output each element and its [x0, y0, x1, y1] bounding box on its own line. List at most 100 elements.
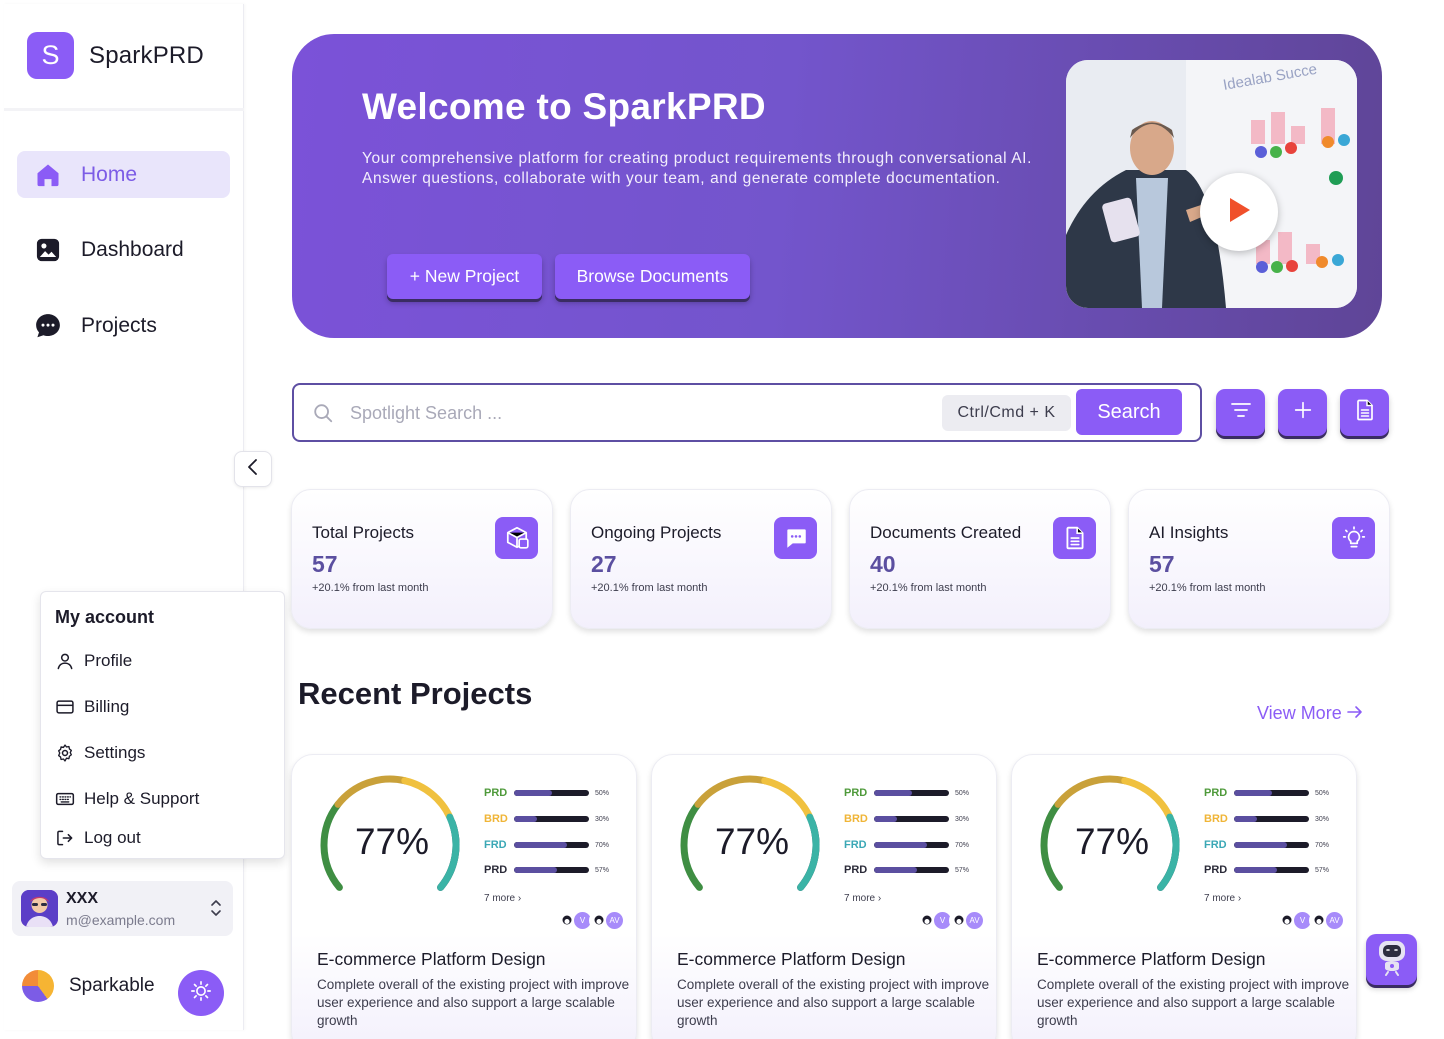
stat-card-ai-insights[interactable]: AI Insights 57 +20.1% from last month: [1128, 489, 1390, 629]
menu-item-help[interactable]: Help & Support: [54, 788, 199, 810]
progress-fill: [874, 842, 927, 848]
menu-item-billing[interactable]: Billing: [54, 696, 129, 718]
doc-type-label: PRD: [844, 864, 874, 876]
project-title: E-commerce Platform Design: [1037, 949, 1266, 970]
progress-track: [1234, 867, 1309, 873]
doc-type-label: BRD: [1204, 813, 1234, 825]
doc-percent: 57%: [1315, 867, 1329, 874]
play-button[interactable]: [1200, 173, 1278, 251]
project-card[interactable]: 77%PRD50%BRD30%FRD70%PRD57%7 more ›VAVE-…: [291, 754, 637, 1039]
sidebar-item-home[interactable]: Home: [17, 151, 230, 198]
progress-track: [1234, 842, 1309, 848]
spotlight-search: Ctrl/Cmd + K Search: [292, 383, 1202, 442]
doc-progress-row: PRD50%: [844, 787, 969, 799]
progress-percent: 77%: [312, 821, 472, 863]
more-docs-label: 7 more: [844, 893, 875, 904]
keyboard-shortcut-hint: Ctrl/Cmd + K: [942, 395, 1071, 431]
account-menu-title: My account: [55, 607, 154, 628]
doc-type-label: PRD: [844, 787, 874, 799]
user-email: m@example.com: [66, 912, 175, 928]
documents-button[interactable]: [1340, 389, 1389, 436]
search-input[interactable]: [350, 397, 910, 429]
doc-percent: 30%: [1315, 816, 1329, 823]
stat-title: AI Insights: [1149, 523, 1228, 543]
ai-assistant-button[interactable]: [1366, 934, 1417, 985]
progress-fill: [1234, 816, 1257, 822]
view-more-link[interactable]: View More: [1257, 703, 1363, 724]
doc-type-label: PRD: [1204, 787, 1234, 799]
credit-card-icon: [54, 696, 76, 718]
progress-fill: [1234, 842, 1287, 848]
sidebar: S SparkPRD Home Dashboard Projects: [4, 4, 244, 1030]
sidebar-item-dashboard[interactable]: Dashboard: [17, 226, 230, 273]
avatar: AV: [1325, 911, 1344, 930]
doc-progress-row: PRD50%: [484, 787, 609, 799]
gear-icon: [54, 742, 76, 764]
user-icon: [54, 650, 76, 672]
doc-progress-row: FRD70%: [484, 839, 609, 851]
menu-item-label: Settings: [84, 743, 145, 763]
progress-fill: [874, 816, 897, 822]
progress-fill: [514, 816, 537, 822]
more-docs-link[interactable]: 7 more ›: [484, 893, 521, 904]
avatar: AV: [605, 911, 624, 930]
new-project-button[interactable]: + New Project: [387, 254, 542, 299]
stat-card-documents-created[interactable]: Documents Created 40 +20.1% from last mo…: [849, 489, 1111, 629]
doc-progress-row: PRD 57%: [844, 864, 969, 876]
progress-fill: [1234, 790, 1272, 796]
doc-type-label: FRD: [484, 839, 514, 851]
sidebar-item-label: Dashboard: [81, 238, 184, 262]
doc-type-label: PRD: [1204, 864, 1234, 876]
progress-track: [514, 816, 589, 822]
browse-documents-button[interactable]: Browse Documents: [555, 254, 750, 299]
doc-progress-row: FRD70%: [1204, 839, 1329, 851]
stat-card-ongoing-projects[interactable]: Ongoing Projects 27 +20.1% from last mon…: [570, 489, 832, 629]
image-icon: [33, 235, 63, 265]
user-switcher[interactable]: XXX m@example.com: [12, 881, 233, 936]
filter-button[interactable]: [1216, 389, 1265, 436]
stat-title: Ongoing Projects: [591, 523, 721, 543]
progress-fill: [1234, 867, 1277, 873]
hero-description: Your comprehensive platform for creating…: [362, 149, 1062, 189]
search-button[interactable]: Search: [1076, 389, 1182, 435]
doc-progress-row: BRD 30%: [844, 813, 969, 825]
stat-value: 57: [312, 551, 338, 578]
more-docs-link[interactable]: 7 more ›: [1204, 893, 1241, 904]
sidebar-item-label: Home: [81, 163, 137, 187]
hero-banner: Welcome to SparkPRD Your comprehensive p…: [292, 34, 1382, 338]
sidebar-item-projects[interactable]: Projects: [17, 302, 230, 349]
stat-card-total-projects[interactable]: Total Projects 57 +20.1% from last month: [291, 489, 553, 629]
progress-fill: [874, 867, 917, 873]
doc-percent: 30%: [955, 816, 969, 823]
doc-percent: 57%: [595, 867, 609, 874]
keyboard-icon: [54, 788, 76, 810]
more-docs-link[interactable]: 7 more ›: [844, 893, 881, 904]
sun-icon: [190, 980, 212, 1007]
stat-change: +20.1% from last month: [870, 582, 986, 594]
filter-icon: [1229, 398, 1253, 427]
brand[interactable]: S SparkPRD: [27, 32, 204, 79]
org-switcher[interactable]: Sparkable: [22, 970, 155, 1002]
stat-value: 27: [591, 551, 617, 578]
progress-track: [1234, 790, 1309, 796]
project-card[interactable]: 77%PRD50%BRD30%FRD70%PRD57%7 more ›VAVE-…: [651, 754, 997, 1039]
doc-percent: 50%: [1315, 790, 1329, 797]
menu-item-logout[interactable]: Log out: [54, 827, 141, 849]
robot-icon: [1374, 938, 1410, 981]
doc-type-label: BRD: [844, 813, 874, 825]
doc-percent: 57%: [955, 867, 969, 874]
menu-item-settings[interactable]: Settings: [54, 742, 145, 764]
stat-change: +20.1% from last month: [1149, 582, 1265, 594]
doc-percent: 70%: [1315, 842, 1329, 849]
recent-projects-title: Recent Projects: [298, 676, 532, 712]
theme-toggle-button[interactable]: [178, 970, 224, 1016]
add-button[interactable]: [1278, 389, 1327, 436]
gauge-segment: [338, 779, 405, 804]
more-docs-label: 7 more: [1204, 893, 1235, 904]
menu-item-profile[interactable]: Profile: [54, 650, 132, 672]
sidebar-collapse-button[interactable]: [234, 451, 272, 487]
project-card[interactable]: 77%PRD50%BRD30%FRD70%PRD57%7 more ›VAVE-…: [1011, 754, 1357, 1039]
progress-track: [874, 867, 949, 873]
chevron-right-icon: ›: [878, 893, 881, 904]
hero-video[interactable]: Idealab Succe: [1066, 60, 1357, 308]
